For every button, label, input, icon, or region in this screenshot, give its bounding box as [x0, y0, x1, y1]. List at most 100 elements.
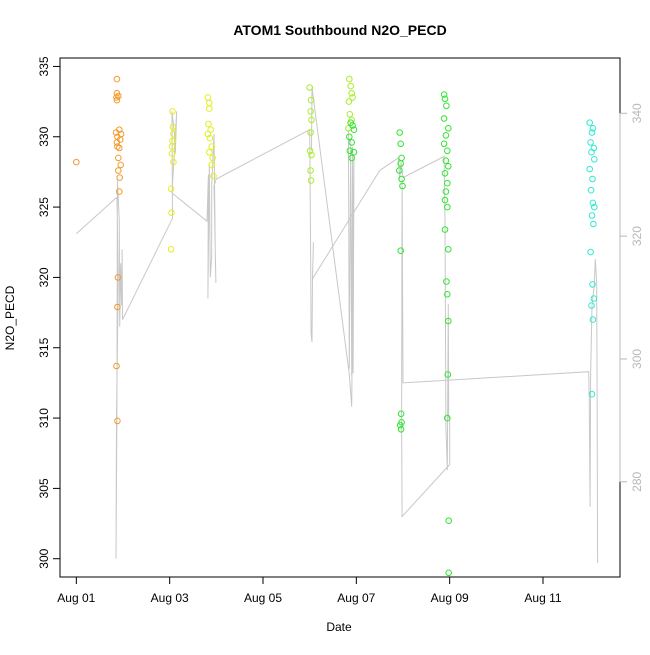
data-point — [444, 371, 452, 378]
data-point — [587, 186, 595, 194]
data-point — [170, 158, 177, 166]
y-axis-label: N2O_PECD — [3, 285, 17, 350]
data-point — [445, 517, 453, 525]
x-tick-label: Aug 05 — [244, 591, 282, 605]
right-y-axis: 280 300 320 340 — [619, 103, 644, 492]
data-point — [441, 170, 449, 177]
data-point — [206, 148, 213, 156]
data-point — [114, 274, 122, 281]
data-point — [210, 172, 217, 180]
data-point — [399, 182, 406, 190]
data-point — [116, 144, 123, 152]
data-point — [345, 98, 353, 105]
data-point — [444, 179, 451, 187]
x-tick-label: Aug 11 — [524, 591, 561, 605]
data-point — [116, 136, 124, 143]
data-point — [397, 247, 405, 254]
x-tick-label: Aug 09 — [431, 591, 469, 605]
data-point — [204, 94, 212, 101]
right-y-tick-label: 320 — [630, 226, 644, 246]
chart-title: ATOM1 Southbound N2O_PECD — [233, 22, 446, 38]
data-point — [445, 569, 453, 577]
data-point — [444, 414, 451, 422]
data-point — [113, 96, 121, 104]
data-point — [168, 143, 176, 150]
data-point — [349, 94, 356, 101]
data-point — [397, 140, 405, 148]
data-point — [589, 125, 597, 132]
data-point — [350, 148, 358, 156]
data-point — [306, 84, 314, 91]
y-tick-label: 305 — [37, 478, 51, 498]
x-tick-label: Aug 03 — [151, 591, 189, 605]
data-point — [113, 75, 121, 83]
data-point — [440, 140, 448, 148]
data-point — [587, 139, 594, 146]
y-tick-label: 330 — [37, 126, 51, 146]
connector-line-1 — [311, 87, 355, 407]
data-point — [116, 126, 123, 133]
data-point — [589, 199, 597, 207]
data-points — [73, 75, 598, 577]
connector-line-0 — [75, 111, 599, 563]
data-point — [168, 150, 176, 157]
data-point — [348, 139, 356, 146]
data-point — [348, 89, 356, 97]
data-point — [206, 105, 213, 112]
y-tick-label: 335 — [37, 56, 51, 76]
data-point — [308, 151, 315, 159]
data-point — [169, 123, 177, 131]
data-point — [346, 147, 354, 155]
data-point — [117, 161, 124, 169]
data-point — [204, 130, 212, 138]
data-point — [116, 174, 123, 181]
data-point — [444, 291, 451, 298]
data-point — [588, 212, 596, 219]
data-point — [113, 94, 120, 101]
data-point — [588, 302, 595, 309]
data-point — [588, 129, 596, 136]
data-point — [443, 102, 450, 110]
data-point — [396, 421, 404, 429]
data-point — [308, 116, 315, 124]
data-point — [445, 163, 452, 170]
data-point — [168, 209, 175, 216]
data-point — [114, 143, 121, 150]
data-point — [443, 278, 450, 285]
data-point — [586, 119, 594, 126]
data-point — [306, 147, 314, 155]
right-y-tick-label: 340 — [630, 103, 644, 123]
data-point — [589, 316, 597, 323]
data-point — [169, 108, 176, 115]
data-point — [113, 362, 120, 370]
data-point — [114, 417, 121, 425]
data-point — [441, 196, 449, 204]
data-point — [591, 156, 598, 163]
data-point — [442, 157, 450, 164]
data-point — [208, 161, 215, 169]
data-point — [396, 129, 404, 136]
data-point — [348, 154, 356, 162]
y-tick-label: 310 — [37, 408, 51, 428]
data-point — [346, 133, 353, 141]
data-point — [397, 410, 405, 418]
data-point — [590, 295, 598, 302]
data-point — [116, 188, 123, 195]
data-point — [205, 120, 212, 128]
y-tick-label: 320 — [37, 267, 51, 287]
data-point — [398, 175, 405, 183]
data-point — [397, 160, 405, 167]
x-tick-label: Aug 01 — [57, 591, 95, 605]
data-point — [206, 99, 213, 107]
x-axis-label: Date — [326, 620, 352, 634]
data-point — [206, 134, 214, 142]
data-point — [307, 177, 315, 184]
connector-lines — [75, 87, 599, 563]
data-point — [397, 426, 405, 433]
data-point — [442, 188, 450, 195]
data-point — [589, 281, 596, 288]
data-point — [349, 122, 356, 129]
y-tick-label: 325 — [37, 197, 51, 217]
data-point — [590, 220, 597, 228]
